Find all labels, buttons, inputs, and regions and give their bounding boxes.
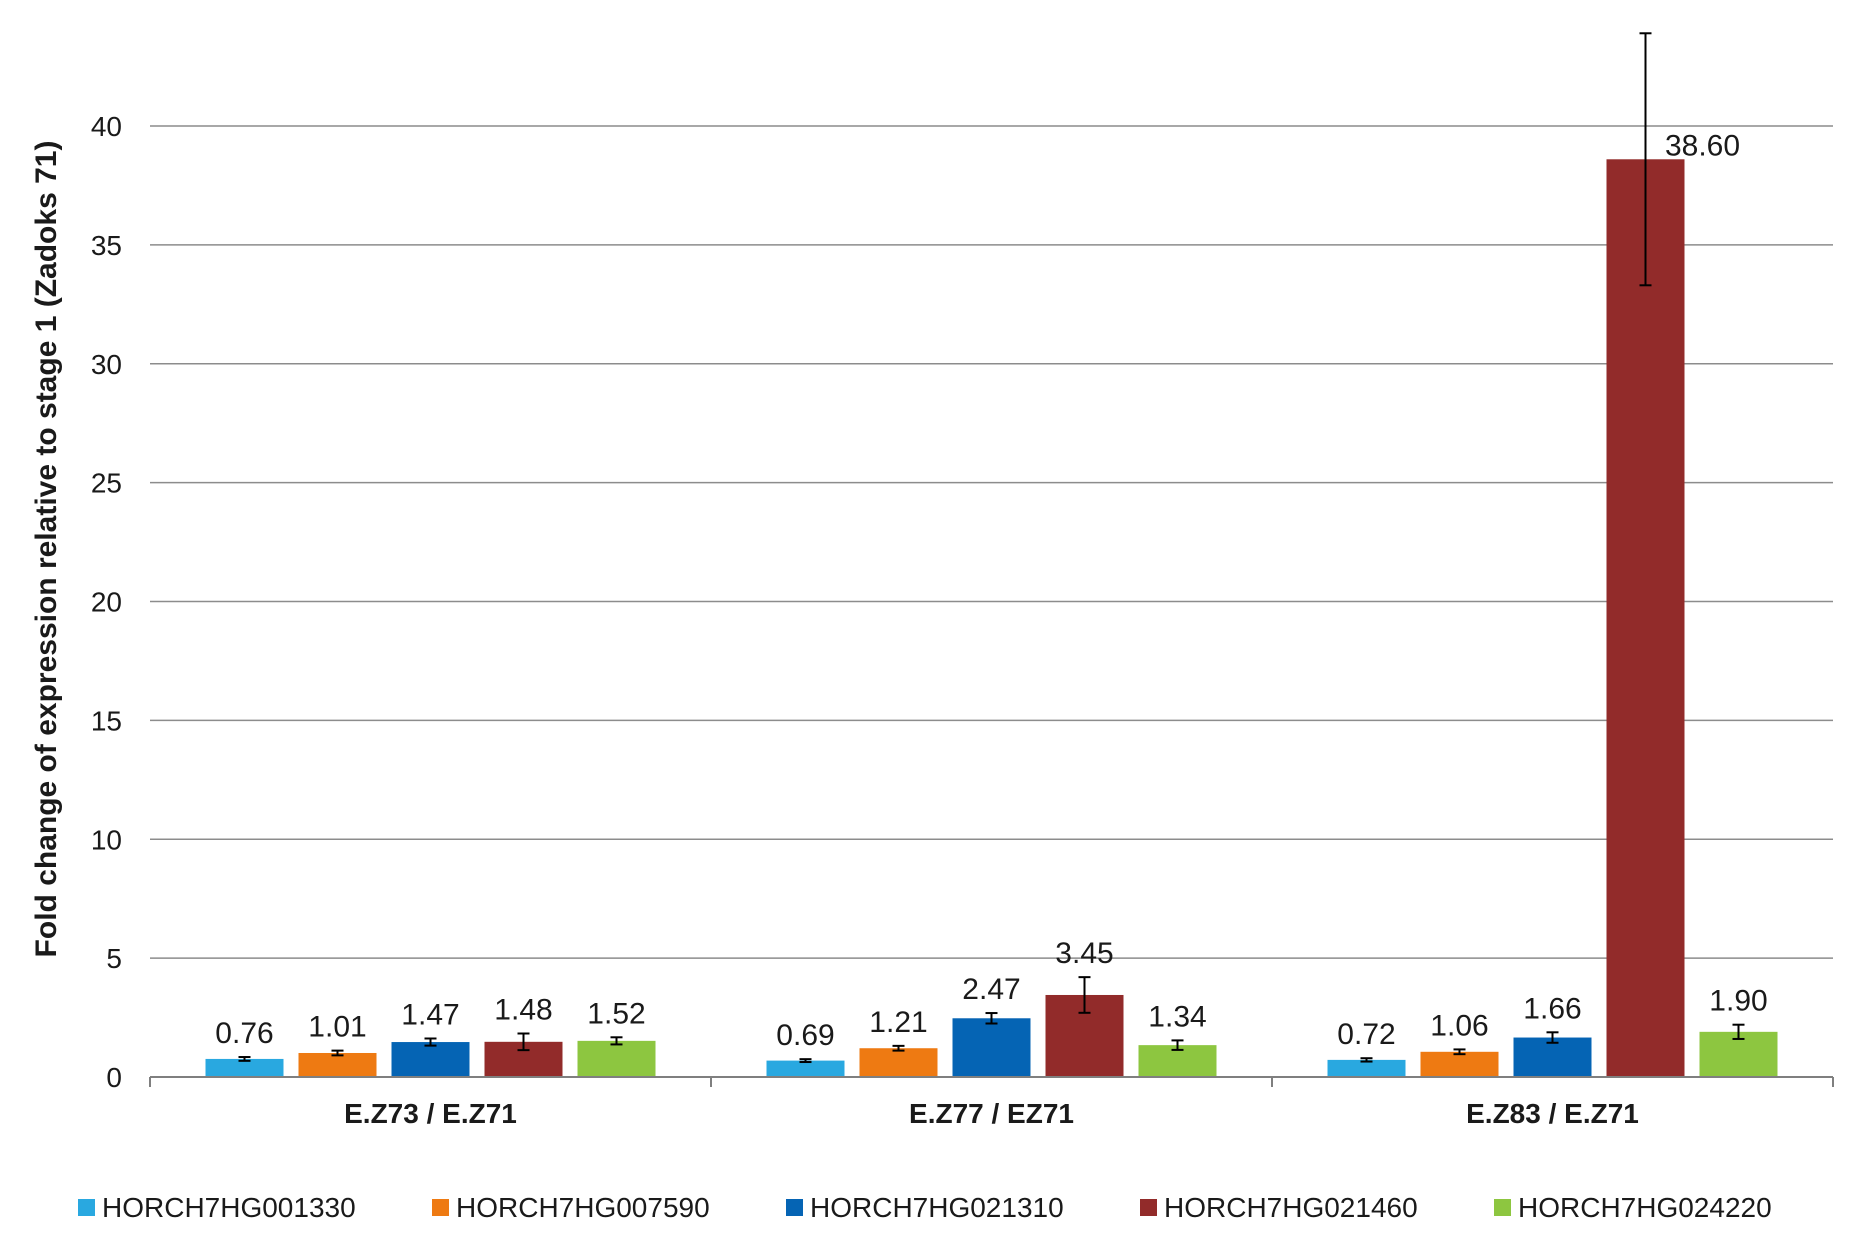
legend-swatch: [78, 1199, 95, 1216]
legend-item: HORCH7HG021310: [786, 1192, 1064, 1223]
bar: [859, 1048, 938, 1077]
legend-item: HORCH7HG001330: [78, 1192, 356, 1223]
y-tick-label: 30: [91, 349, 122, 380]
legend-label: HORCH7HG021460: [1164, 1192, 1418, 1223]
legend-item: HORCH7HG007590: [432, 1192, 710, 1223]
data-label: 1.01: [308, 1011, 366, 1044]
data-label: 1.90: [1709, 985, 1767, 1018]
data-label: 1.21: [869, 1006, 927, 1039]
data-label: 1.66: [1523, 992, 1581, 1025]
data-label: 0.69: [776, 1019, 834, 1052]
legend-swatch: [1494, 1199, 1511, 1216]
data-label: 1.06: [1430, 1009, 1488, 1042]
legend-swatch: [432, 1199, 449, 1216]
y-tick-label: 20: [91, 587, 122, 618]
category-label: E.Z73 / E.Z71: [344, 1098, 517, 1129]
bar: [205, 1058, 284, 1077]
data-label: 2.47: [962, 973, 1020, 1006]
data-label: 0.72: [1337, 1018, 1395, 1051]
bars: [205, 32, 1778, 1077]
data-label: 1.34: [1148, 1000, 1206, 1033]
data-label: 38.60: [1665, 129, 1740, 162]
bar: [1327, 1059, 1406, 1077]
data-label: 1.52: [587, 997, 645, 1030]
bar: [1513, 1037, 1592, 1077]
bar: [391, 1042, 470, 1077]
legend: HORCH7HG001330 HORCH7HG007590 HORCH7HG0213…: [78, 1192, 1772, 1223]
axes: 0 5 10 15 20 25 30 35 40 E.Z73 / E.Z71 E.Z77 / EZ7…: [91, 111, 1834, 1129]
gridlines: [150, 125, 1833, 959]
y-tick-label: 15: [91, 705, 122, 736]
y-axis-label: Fold change of expression relative to st…: [30, 141, 63, 958]
legend-item: HORCH7HG021460: [1140, 1192, 1418, 1223]
data-label: 1.48: [494, 993, 552, 1026]
y-tick-label: 0: [106, 1062, 122, 1093]
bar: [298, 1052, 377, 1077]
y-tick-label: 35: [91, 230, 122, 261]
legend-label: HORCH7HG024220: [1518, 1192, 1772, 1223]
bar: [766, 1060, 845, 1077]
data-label: 0.76: [215, 1017, 273, 1050]
bar: [952, 1018, 1031, 1077]
bar: [1606, 159, 1685, 1077]
data-label: 1.47: [401, 998, 459, 1031]
bar: [1420, 1051, 1499, 1077]
y-tick-label: 5: [106, 943, 122, 974]
bar: [577, 1040, 656, 1077]
category-label: E.Z83 / E.Z71: [1466, 1098, 1639, 1129]
legend-label: HORCH7HG021310: [810, 1192, 1064, 1223]
data-label: 3.45: [1055, 937, 1113, 970]
data-labels: 0.76 1.01 1.47 1.48 1.52 0.69 1.21 2.47 3.45 1.34…: [215, 129, 1767, 1052]
legend-item: HORCH7HG024220: [1494, 1192, 1772, 1223]
y-tick-label: 40: [91, 111, 122, 142]
legend-swatch: [786, 1199, 803, 1216]
legend-label: HORCH7HG001330: [102, 1192, 356, 1223]
category-label: E.Z77 / EZ71: [909, 1098, 1074, 1129]
y-tick-label: 25: [91, 468, 122, 499]
legend-label: HORCH7HG007590: [456, 1192, 710, 1223]
y-tick-label: 10: [91, 824, 122, 855]
legend-swatch: [1140, 1199, 1157, 1216]
